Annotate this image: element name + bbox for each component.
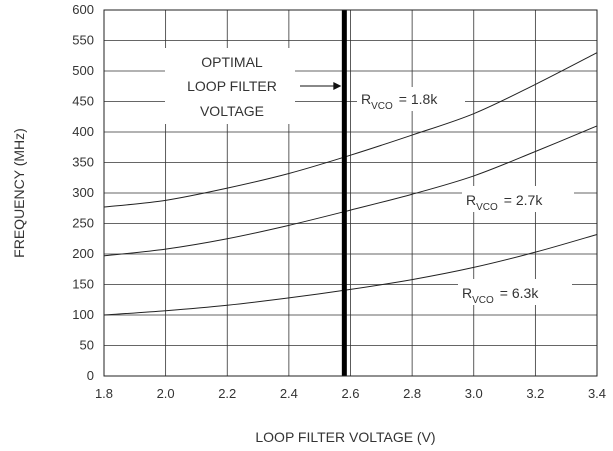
series-label-subscript: VCO: [472, 295, 494, 306]
annotation-arrowhead: [333, 82, 342, 90]
series-line: [103, 125, 598, 257]
series-label-background: [462, 186, 574, 212]
x-tick-label: 3.0: [465, 386, 483, 401]
series-label-symbol: R: [466, 192, 476, 208]
y-tick-label: 250: [72, 216, 94, 231]
y-tick-label: 350: [72, 155, 94, 170]
annotation-background: [165, 48, 295, 124]
x-tick-label: 2.6: [341, 386, 359, 401]
series-label-symbol: R: [361, 91, 371, 107]
y-tick-label: 50: [80, 338, 94, 353]
y-tick-label: 500: [72, 63, 94, 78]
x-tick-label: 2.8: [403, 386, 421, 401]
series-label-subscript: VCO: [371, 101, 393, 112]
series-label-symbol: R: [462, 285, 472, 301]
y-tick-label: 400: [72, 124, 94, 139]
x-tick-label: 2.4: [280, 386, 298, 401]
annotation-line: VOLTAGE: [200, 103, 264, 119]
y-tick-label: 450: [72, 94, 94, 109]
y-tick-label: 600: [72, 2, 94, 17]
annotation-line: LOOP FILTER: [187, 78, 277, 94]
series-curves: [103, 52, 598, 316]
series-label: RVCO = 1.8k: [361, 91, 438, 112]
x-tick-label: 2.2: [218, 386, 236, 401]
series-label-value: = 6.3k: [500, 285, 540, 301]
y-tick-label: 100: [72, 307, 94, 322]
annotation-line: OPTIMAL: [201, 54, 263, 70]
x-tick-label: 1.8: [95, 386, 113, 401]
y-tick-label: 550: [72, 33, 94, 48]
y-axis-title: FREQUENCY (MHz): [11, 128, 27, 258]
series-label-background: [458, 279, 572, 305]
series-line: [103, 52, 598, 208]
tick-labels: 1.8 2.0 2.2 2.4 2.6 2.8 3.0 3.2 3.4 0 50 100 150 200 2…: [72, 2, 606, 401]
series-label: RVCO = 2.7k: [466, 192, 543, 213]
y-tick-label: 0: [87, 368, 94, 383]
series-label-value: = 1.8k: [399, 91, 439, 107]
plot-frame: [103, 9, 598, 377]
series-line: [103, 233, 598, 316]
series-label-value: = 2.7k: [504, 192, 544, 208]
x-tick-label: 3.2: [526, 386, 544, 401]
optimal-voltage-annotation: OPTIMAL LOOP FILTER VOLTAGE: [187, 54, 342, 119]
series-label-subscript: VCO: [476, 202, 498, 213]
y-tick-label: 150: [72, 277, 94, 292]
x-axis-title: LOOP FILTER VOLTAGE (V): [255, 429, 435, 445]
series-label: RVCO = 6.3k: [462, 285, 539, 306]
y-tick-label: 300: [72, 185, 94, 200]
x-tick-label: 2.0: [157, 386, 175, 401]
series-label-background: [357, 87, 465, 111]
x-tick-label: 3.4: [588, 386, 606, 401]
y-tick-label: 200: [72, 246, 94, 261]
